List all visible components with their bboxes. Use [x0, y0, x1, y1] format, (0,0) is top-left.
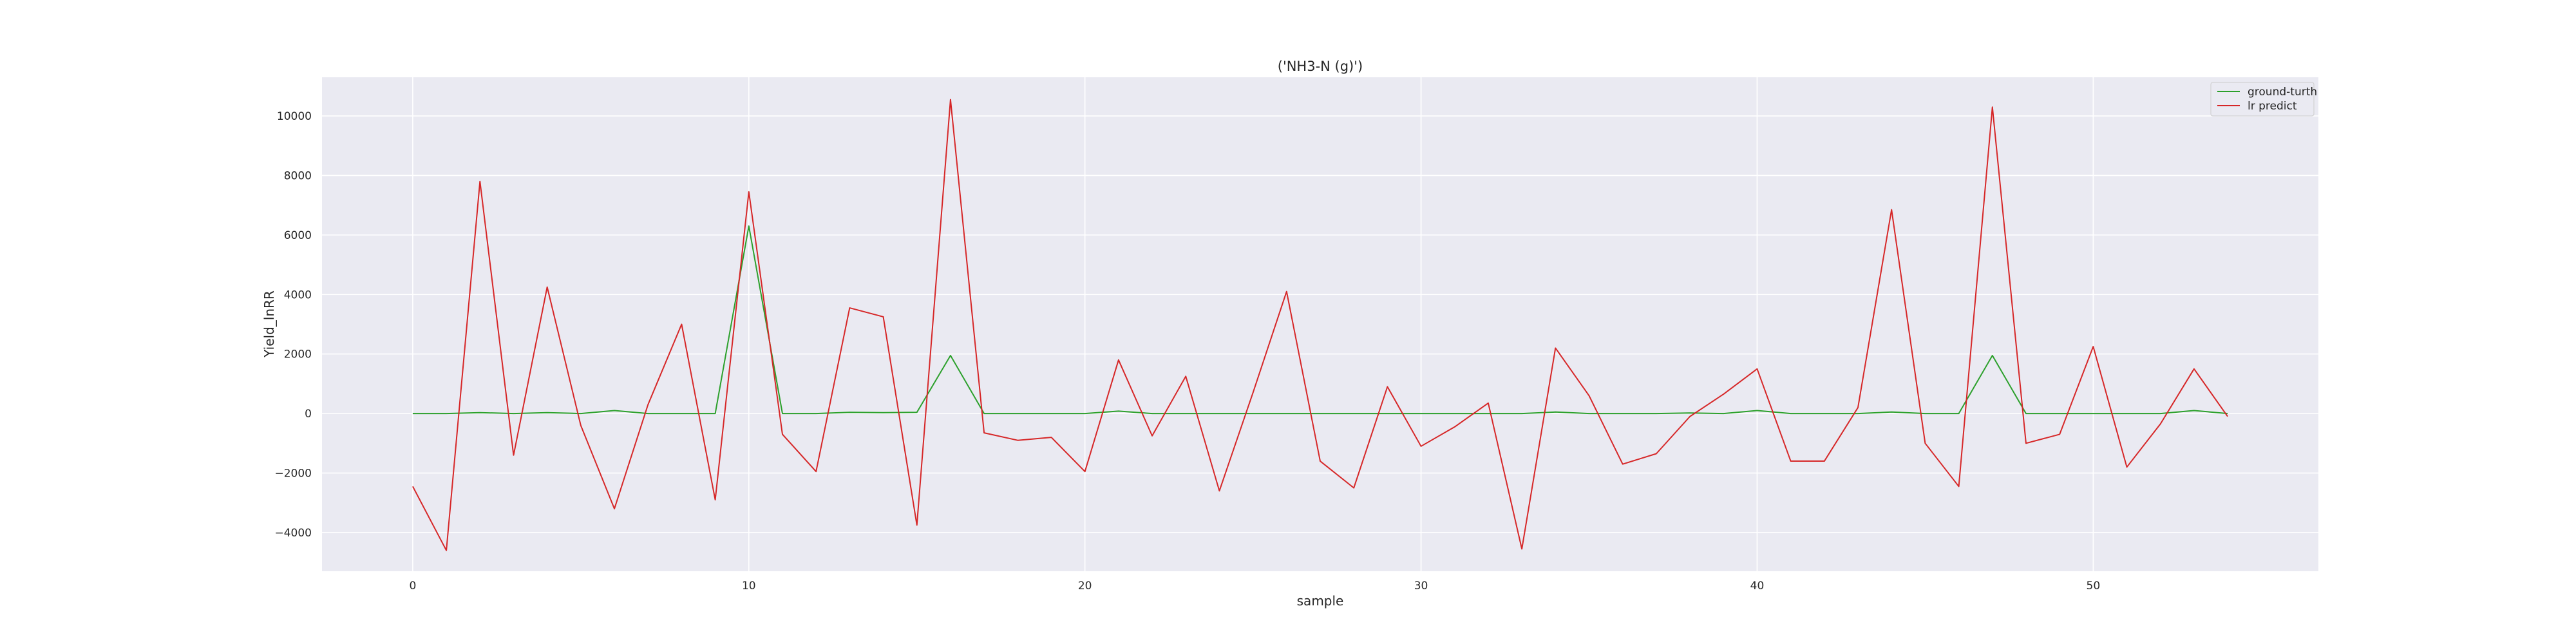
x-tick-label: 30 [1414, 580, 1428, 592]
gridlines [322, 77, 2318, 571]
x-tick-label: 20 [1078, 580, 1092, 592]
legend: ground-turth lr predict [2210, 82, 2317, 117]
y-axis-label: Yield_lnRR [261, 290, 277, 358]
x-axis-label: sample [1297, 593, 1344, 609]
x-tick-label: 10 [742, 580, 756, 592]
series-line-lr-predict [412, 99, 2228, 551]
series-line-ground-turth [412, 225, 2228, 415]
chart-title: ('NH3-N (g)') [1278, 59, 1363, 74]
y-tick-label: 10000 [277, 110, 312, 123]
legend-label-lr-predict: lr predict [2248, 100, 2297, 113]
legend-label-ground-truth: ground-turth [2248, 86, 2317, 99]
plot-background [322, 77, 2318, 571]
x-tick-label: 50 [2087, 580, 2101, 592]
data-series [412, 99, 2228, 551]
tick-labels: 0 10 20 30 40 50 −4000 −2000 0 2000 4000 6000 8000 10… [274, 110, 2100, 592]
x-tick-label: 40 [1750, 580, 1765, 592]
y-tick-label: −2000 [274, 468, 312, 480]
x-tick-label: 0 [409, 580, 416, 592]
y-tick-label: 4000 [284, 289, 312, 301]
y-tick-label: 8000 [284, 169, 312, 182]
y-tick-label: 2000 [284, 348, 312, 361]
y-tick-label: 6000 [284, 229, 312, 242]
y-tick-label: 0 [305, 408, 312, 421]
y-tick-label: −4000 [274, 527, 312, 540]
